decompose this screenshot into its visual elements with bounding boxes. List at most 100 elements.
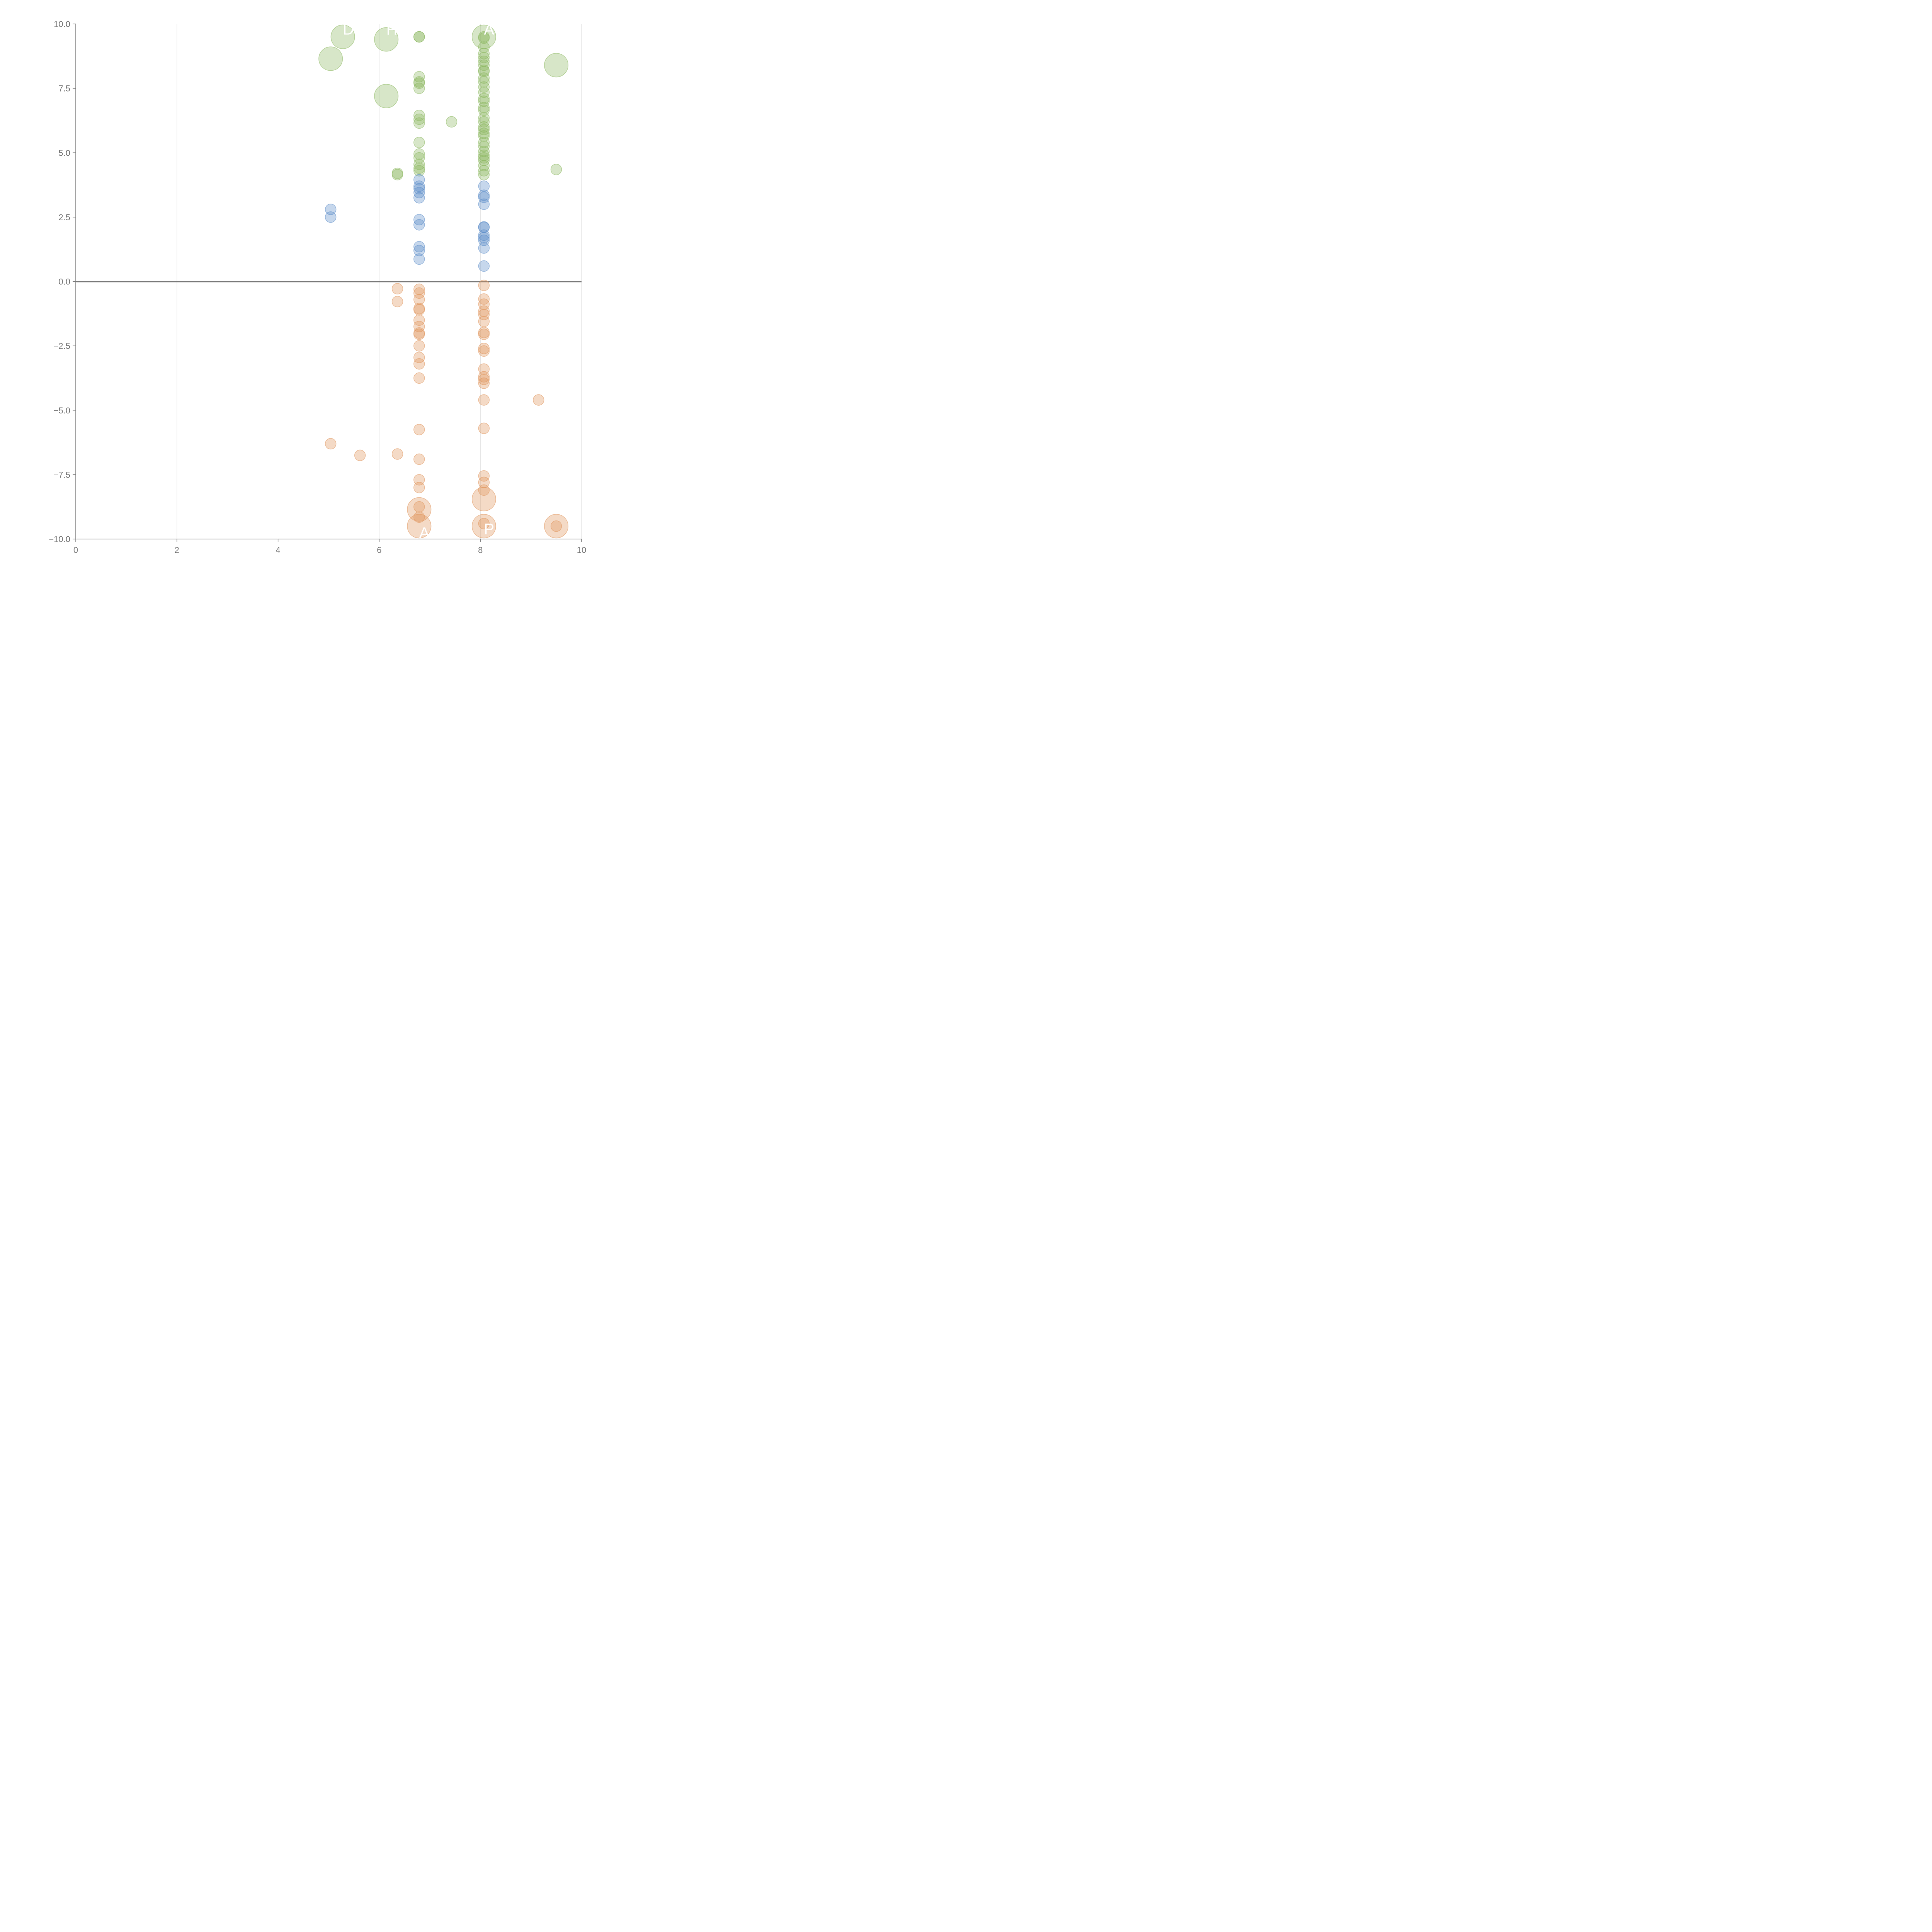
data-point-mid [413, 192, 425, 204]
data-point-high [478, 93, 490, 105]
data-point-low [550, 520, 562, 532]
data-point-mid [413, 219, 425, 231]
data-point-high [413, 162, 425, 174]
annotation-layer: D HS A A P [343, 21, 494, 541]
axis-layer [75, 24, 582, 539]
x-tick-label: 8 [478, 545, 483, 555]
data-point-high [478, 86, 490, 98]
data-point-high [478, 169, 490, 180]
data-point-mid [413, 241, 425, 253]
data-point-high [446, 116, 457, 128]
y-tick-label: −2.5 [54, 341, 70, 351]
data-point-high [413, 158, 425, 170]
y-tick-label: −7.5 [54, 470, 70, 480]
data-point-mid [413, 253, 425, 265]
data-point-high [413, 165, 425, 177]
data-point-low [478, 470, 490, 482]
data-point-low [413, 501, 425, 513]
data-point-low [325, 438, 337, 450]
data-point-low [413, 294, 425, 305]
x-tick-label: 4 [276, 545, 280, 555]
data-point-mid [325, 204, 337, 215]
data-point-low [478, 343, 490, 354]
x-tick-label: 10 [577, 545, 586, 555]
data-point-high [413, 136, 425, 148]
data-point-low [478, 476, 490, 488]
data-point-high [318, 46, 343, 71]
y-tick-label: 2.5 [58, 213, 70, 222]
data-point-low [478, 309, 490, 320]
data-point-low [413, 321, 425, 332]
data-point-low [478, 305, 490, 317]
data-point-low [544, 514, 569, 539]
y-tick-label: 0.0 [58, 277, 70, 287]
data-point-low [471, 514, 496, 539]
data-point-low [413, 287, 425, 299]
data-point-low [354, 449, 366, 461]
point-annotation: A [484, 21, 494, 38]
data-point-high [478, 165, 490, 177]
data-point-high [413, 152, 425, 164]
data-point-high [374, 27, 399, 52]
data-point-high [478, 102, 490, 114]
data-point-high [478, 41, 490, 53]
data-point-mid [478, 221, 490, 233]
data-point-low [391, 296, 403, 308]
data-point-low [478, 518, 490, 529]
point-annotation: P [484, 520, 494, 537]
data-point-low [391, 448, 403, 460]
y-tick-label: −10.0 [49, 534, 70, 544]
data-point-mid [478, 242, 490, 254]
data-point-mid [413, 183, 425, 195]
data-point-mid [478, 235, 490, 246]
data-point-high [478, 124, 490, 136]
y-tick-label: 7.5 [58, 84, 70, 94]
data-point-low [413, 283, 425, 295]
x-tick-label: 0 [73, 545, 78, 555]
y-tick-label: 5.0 [58, 148, 70, 158]
data-point-high [478, 130, 490, 142]
point-annotation: A [419, 524, 430, 541]
data-point-high [478, 48, 490, 60]
data-point-mid [478, 191, 490, 203]
data-point-high [478, 55, 490, 67]
data-point-mid [413, 180, 425, 192]
data-point-low [413, 372, 425, 384]
data-point-high [478, 104, 490, 116]
point-layer [318, 24, 569, 539]
data-point-high [391, 169, 403, 180]
data-point-low [413, 314, 425, 326]
data-point-low [478, 371, 490, 383]
data-point-low [413, 340, 425, 352]
data-point-high [478, 136, 490, 148]
x-tick-label: 6 [377, 545, 381, 555]
data-point-low [478, 363, 490, 375]
data-point-low [478, 374, 490, 385]
data-point-low [478, 378, 490, 389]
data-point-mid [478, 232, 490, 243]
point-annotation: D [343, 21, 354, 38]
data-point-low [413, 474, 425, 486]
y-tick-label: 10.0 [54, 19, 70, 29]
data-point-low [413, 304, 425, 316]
data-point-mid [478, 198, 490, 210]
data-point-high [478, 112, 490, 124]
y-tick-label: −5.0 [54, 406, 70, 415]
data-point-high [413, 113, 425, 125]
data-point-low [413, 352, 425, 363]
scatter-chart: 0 2 4 6 8 10 10.0 7.5 5.0 2.5 0.0 −2.5 −5.0 −7.5 −10.0… [49, 19, 586, 555]
data-point-low [478, 328, 490, 340]
data-point-low [413, 423, 425, 435]
data-point-low [478, 298, 490, 310]
data-point-high [374, 84, 399, 109]
data-point-low [407, 497, 432, 522]
data-point-high [478, 95, 490, 107]
tick-layer: 0 2 4 6 8 10 10.0 7.5 5.0 2.5 0.0 −2.5 −5.0 −7.5 −10.0 [49, 19, 586, 555]
data-point-low [413, 358, 425, 370]
data-point-low [407, 514, 432, 539]
data-point-high [330, 24, 355, 49]
data-point-high [413, 31, 425, 43]
data-point-mid [325, 211, 337, 223]
data-point-high [550, 163, 562, 175]
data-point-high [478, 72, 490, 84]
